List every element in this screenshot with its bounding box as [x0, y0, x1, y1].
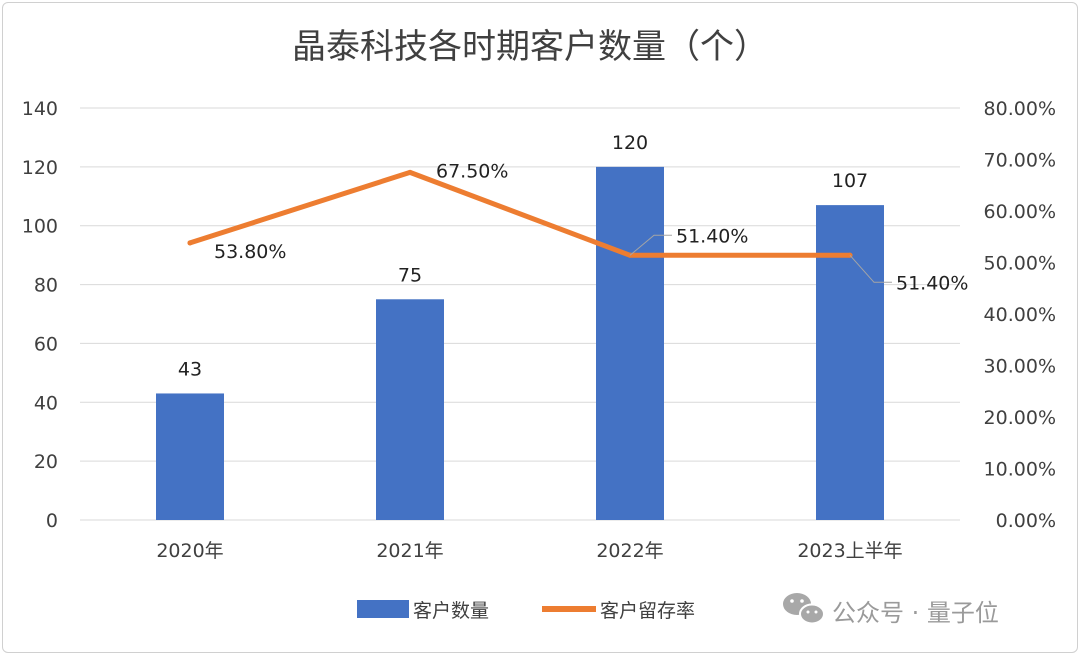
category-label: 2023上半年	[797, 540, 902, 562]
bar-data-label: 107	[832, 170, 868, 192]
bar	[816, 205, 884, 520]
watermark-text: 公众号 · 量子位	[832, 599, 999, 627]
right-tick-label: 10.00%	[984, 459, 1056, 481]
legend-swatch-bar	[357, 600, 409, 618]
right-tick-label: 30.00%	[984, 356, 1056, 378]
left-tick-label: 100	[22, 216, 58, 238]
bar-data-label: 120	[612, 132, 648, 154]
gridlines	[80, 107, 960, 521]
category-label: 2020年	[156, 540, 223, 562]
line-data-label: 51.40%	[896, 272, 968, 294]
line-data-label: 53.80%	[214, 241, 286, 263]
bar	[596, 166, 664, 520]
data-labels: 43 75 120 107 53.80% 67.50% 51.40% 51.40%	[178, 132, 969, 381]
legend-label-bar: 客户数量	[413, 600, 489, 622]
legend-label-line: 客户留存率	[600, 600, 695, 622]
left-tick-label: 120	[22, 157, 58, 179]
line-data-label: 67.50%	[436, 160, 508, 182]
right-tick-label: 70.00%	[984, 150, 1056, 172]
right-tick-label: 80.00%	[984, 98, 1056, 120]
right-tick-label: 0.00%	[996, 510, 1056, 532]
leader-line	[849, 254, 892, 283]
wechat-icon	[783, 593, 825, 625]
bar	[376, 299, 444, 520]
legend: 客户数量 客户留存率	[357, 600, 695, 622]
right-tick-label: 40.00%	[984, 304, 1056, 326]
category-label: 2021年	[376, 540, 443, 562]
left-tick-label: 60	[34, 333, 58, 355]
left-tick-label: 20	[34, 451, 58, 473]
left-axis: 0 20 40 60 80 100 120 140	[22, 98, 58, 532]
bar	[156, 393, 224, 520]
left-tick-label: 80	[34, 275, 58, 297]
line-series	[187, 169, 853, 258]
chart-title: 晶泰科技各时期客户数量（个）	[292, 27, 768, 67]
right-tick-label: 60.00%	[984, 201, 1056, 223]
category-axis: 2020年 2021年 2022年 2023上半年	[156, 540, 902, 562]
line-path	[187, 169, 853, 258]
bar-data-label: 43	[178, 358, 202, 380]
line-point	[187, 240, 193, 246]
right-tick-label: 50.00%	[984, 253, 1056, 275]
category-label: 2022年	[596, 540, 663, 562]
line-point	[407, 169, 413, 175]
bar-data-label: 75	[398, 264, 422, 286]
bar-series	[156, 166, 884, 520]
left-tick-label: 140	[22, 98, 58, 120]
leader-line	[629, 234, 672, 256]
line-data-label: 51.40%	[676, 225, 748, 247]
watermark: 公众号 · 量子位	[783, 593, 999, 627]
left-tick-label: 0	[46, 510, 58, 532]
right-tick-label: 20.00%	[984, 407, 1056, 429]
left-tick-label: 40	[34, 392, 58, 414]
right-axis: 0.00% 10.00% 20.00% 30.00% 40.00% 50.00% 60.00…	[984, 98, 1056, 532]
